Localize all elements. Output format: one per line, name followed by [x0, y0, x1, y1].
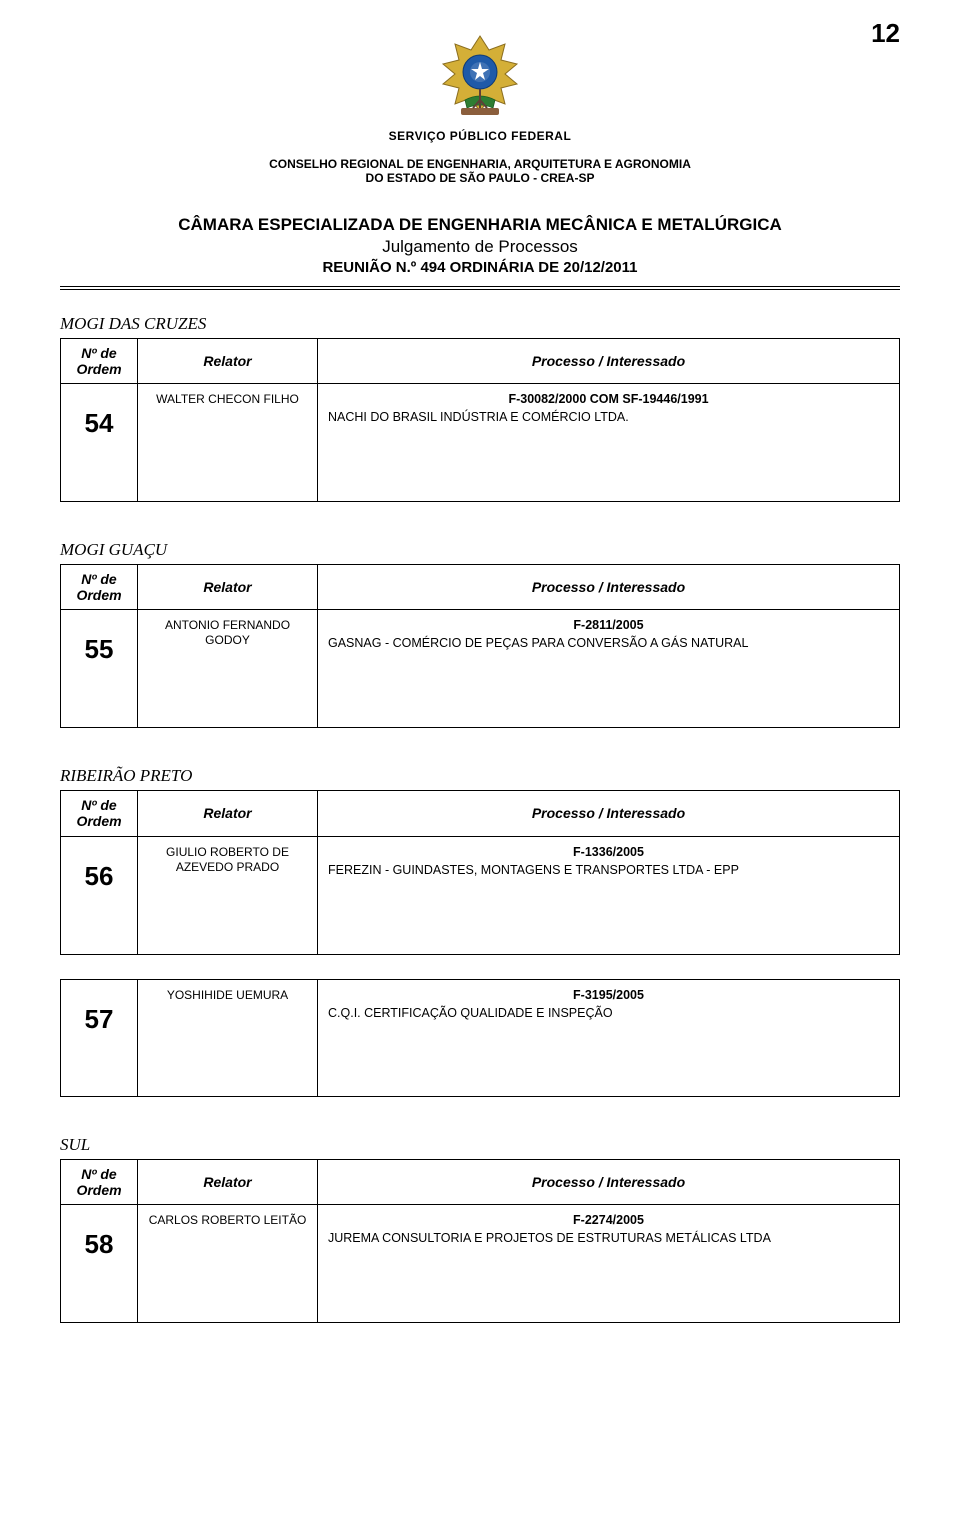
interessado-text: FEREZIN - GUINDASTES, MONTAGENS E TRANSP…	[328, 863, 889, 877]
section-name: SUL	[60, 1135, 900, 1155]
record-table: Nº deOrdemRelatorProcesso / Interessado5…	[60, 338, 900, 502]
header-council-line1: CONSELHO REGIONAL DE ENGENHARIA, ARQUITE…	[60, 157, 900, 171]
table-row: 56GIULIO ROBERTO DE AZEVEDO PRADOF-1336/…	[60, 837, 900, 955]
col-header-ordem: Nº deOrdem	[60, 338, 138, 384]
letterhead: SERVIÇO PÚBLICO FEDERAL CONSELHO REGIONA…	[60, 30, 900, 185]
title-sub2: REUNIÃO N.º 494 ORDINÁRIA DE 20/12/2011	[60, 259, 900, 276]
double-rule	[60, 286, 900, 290]
col-header-relator: Relator	[138, 790, 318, 836]
ordem-number: 56	[60, 837, 138, 955]
ordem-number: 55	[60, 610, 138, 728]
title-sub1: Julgamento de Processos	[60, 237, 900, 257]
section: RIBEIRÃO PRETO Nº deOrdemRelatorProcesso …	[60, 766, 900, 1096]
col-header-ordem: Nº deOrdem	[60, 790, 138, 836]
col-header-relator: Relator	[138, 1159, 318, 1205]
processo-code: F-30082/2000 COM SF-19446/1991	[328, 392, 889, 406]
processo-code: F-2274/2005	[328, 1213, 889, 1227]
col-header-relator: Relator	[138, 564, 318, 610]
col-header-ordem: Nº deOrdem	[60, 1159, 138, 1205]
processo-cell: F-3195/2005 C.Q.I. CERTIFICAÇÃO QUALIDADE…	[318, 979, 900, 1097]
processo-cell: F-30082/2000 COM SF-19446/1991 NACHI DO B…	[318, 384, 900, 502]
section: SUL Nº deOrdemRelatorProcesso / Interessa…	[60, 1135, 900, 1323]
processo-code: F-1336/2005	[328, 845, 889, 859]
processo-cell: F-2274/2005 JUREMA CONSULTORIA E PROJETOS…	[318, 1205, 900, 1323]
relator-name: GIULIO ROBERTO DE AZEVEDO PRADO	[138, 837, 318, 955]
relator-name: ANTONIO FERNANDO GODOY	[138, 610, 318, 728]
table-header-row: Nº deOrdemRelatorProcesso / Interessado	[60, 338, 900, 384]
relator-name: WALTER CHECON FILHO	[138, 384, 318, 502]
interessado-text: C.Q.I. CERTIFICAÇÃO QUALIDADE E INSPEÇÃO	[328, 1006, 889, 1020]
processo-cell: F-2811/2005 GASNAG - COMÉRCIO DE PEÇAS PA…	[318, 610, 900, 728]
brazil-coat-of-arms-icon	[435, 30, 525, 120]
relator-name: YOSHIHIDE UEMURA	[138, 979, 318, 1097]
section: MOGI DAS CRUZES Nº deOrdemRelatorProcesso…	[60, 314, 900, 502]
col-header-processo: Processo / Interessado	[318, 338, 900, 384]
relator-name: CARLOS ROBERTO LEITÃO	[138, 1205, 318, 1323]
table-row: 57YOSHIHIDE UEMURA F-3195/2005 C.Q.I. CERT…	[60, 979, 900, 1097]
table-header-row: Nº deOrdemRelatorProcesso / Interessado	[60, 564, 900, 610]
interessado-text: JUREMA CONSULTORIA E PROJETOS DE ESTRUTU…	[328, 1231, 889, 1245]
col-header-processo: Processo / Interessado	[318, 564, 900, 610]
record-table: Nº deOrdemRelatorProcesso / Interessado5…	[60, 790, 900, 954]
ordem-number: 58	[60, 1205, 138, 1323]
page: 12 SERVIÇO PÚBLICO FEDERAL CONSELHO REGI…	[0, 0, 960, 1514]
table-row: 55ANTONIO FERNANDO GODOY F-2811/2005 GASNA…	[60, 610, 900, 728]
page-number: 12	[871, 18, 900, 49]
processo-code: F-2811/2005	[328, 618, 889, 632]
section-name: MOGI DAS CRUZES	[60, 314, 900, 334]
col-header-ordem: Nº deOrdem	[60, 564, 138, 610]
processo-cell: F-1336/2005 FEREZIN - GUINDASTES, MONTAGE…	[318, 837, 900, 955]
table-header-row: Nº deOrdemRelatorProcesso / Interessado	[60, 1159, 900, 1205]
record-table: Nº deOrdemRelatorProcesso / Interessado5…	[60, 564, 900, 728]
sections-container: MOGI DAS CRUZESNº deOrdemRelatorProcesso…	[60, 314, 900, 1323]
interessado-text: GASNAG - COMÉRCIO DE PEÇAS PARA CONVERSÃ…	[328, 636, 889, 650]
section-name: RIBEIRÃO PRETO	[60, 766, 900, 786]
col-header-processo: Processo / Interessado	[318, 790, 900, 836]
title-block: CÂMARA ESPECIALIZADA DE ENGENHARIA MECÂN…	[60, 215, 900, 276]
header-service-line: SERVIÇO PÚBLICO FEDERAL	[60, 129, 900, 143]
record-table: Nº deOrdemRelatorProcesso / Interessado5…	[60, 1159, 900, 1323]
section: MOGI GUAÇU Nº deOrdemRelatorProcesso / In…	[60, 540, 900, 728]
table-row: 58CARLOS ROBERTO LEITÃO F-2274/2005 JUREMA…	[60, 1205, 900, 1323]
ordem-number: 57	[60, 979, 138, 1097]
table-header-row: Nº deOrdemRelatorProcesso / Interessado	[60, 790, 900, 836]
interessado-text: NACHI DO BRASIL INDÚSTRIA E COMÉRCIO LTD…	[328, 410, 889, 424]
col-header-processo: Processo / Interessado	[318, 1159, 900, 1205]
table-row: 54WALTER CHECON FILHOF-30082/2000 COM SF…	[60, 384, 900, 502]
processo-code: F-3195/2005	[328, 988, 889, 1002]
title-main: CÂMARA ESPECIALIZADA DE ENGENHARIA MECÂN…	[60, 215, 900, 235]
header-council-line2: DO ESTADO DE SÃO PAULO - CREA-SP	[60, 171, 900, 185]
col-header-relator: Relator	[138, 338, 318, 384]
ordem-number: 54	[60, 384, 138, 502]
section-name: MOGI GUAÇU	[60, 540, 900, 560]
record-table: 57YOSHIHIDE UEMURA F-3195/2005 C.Q.I. CERT…	[60, 979, 900, 1097]
